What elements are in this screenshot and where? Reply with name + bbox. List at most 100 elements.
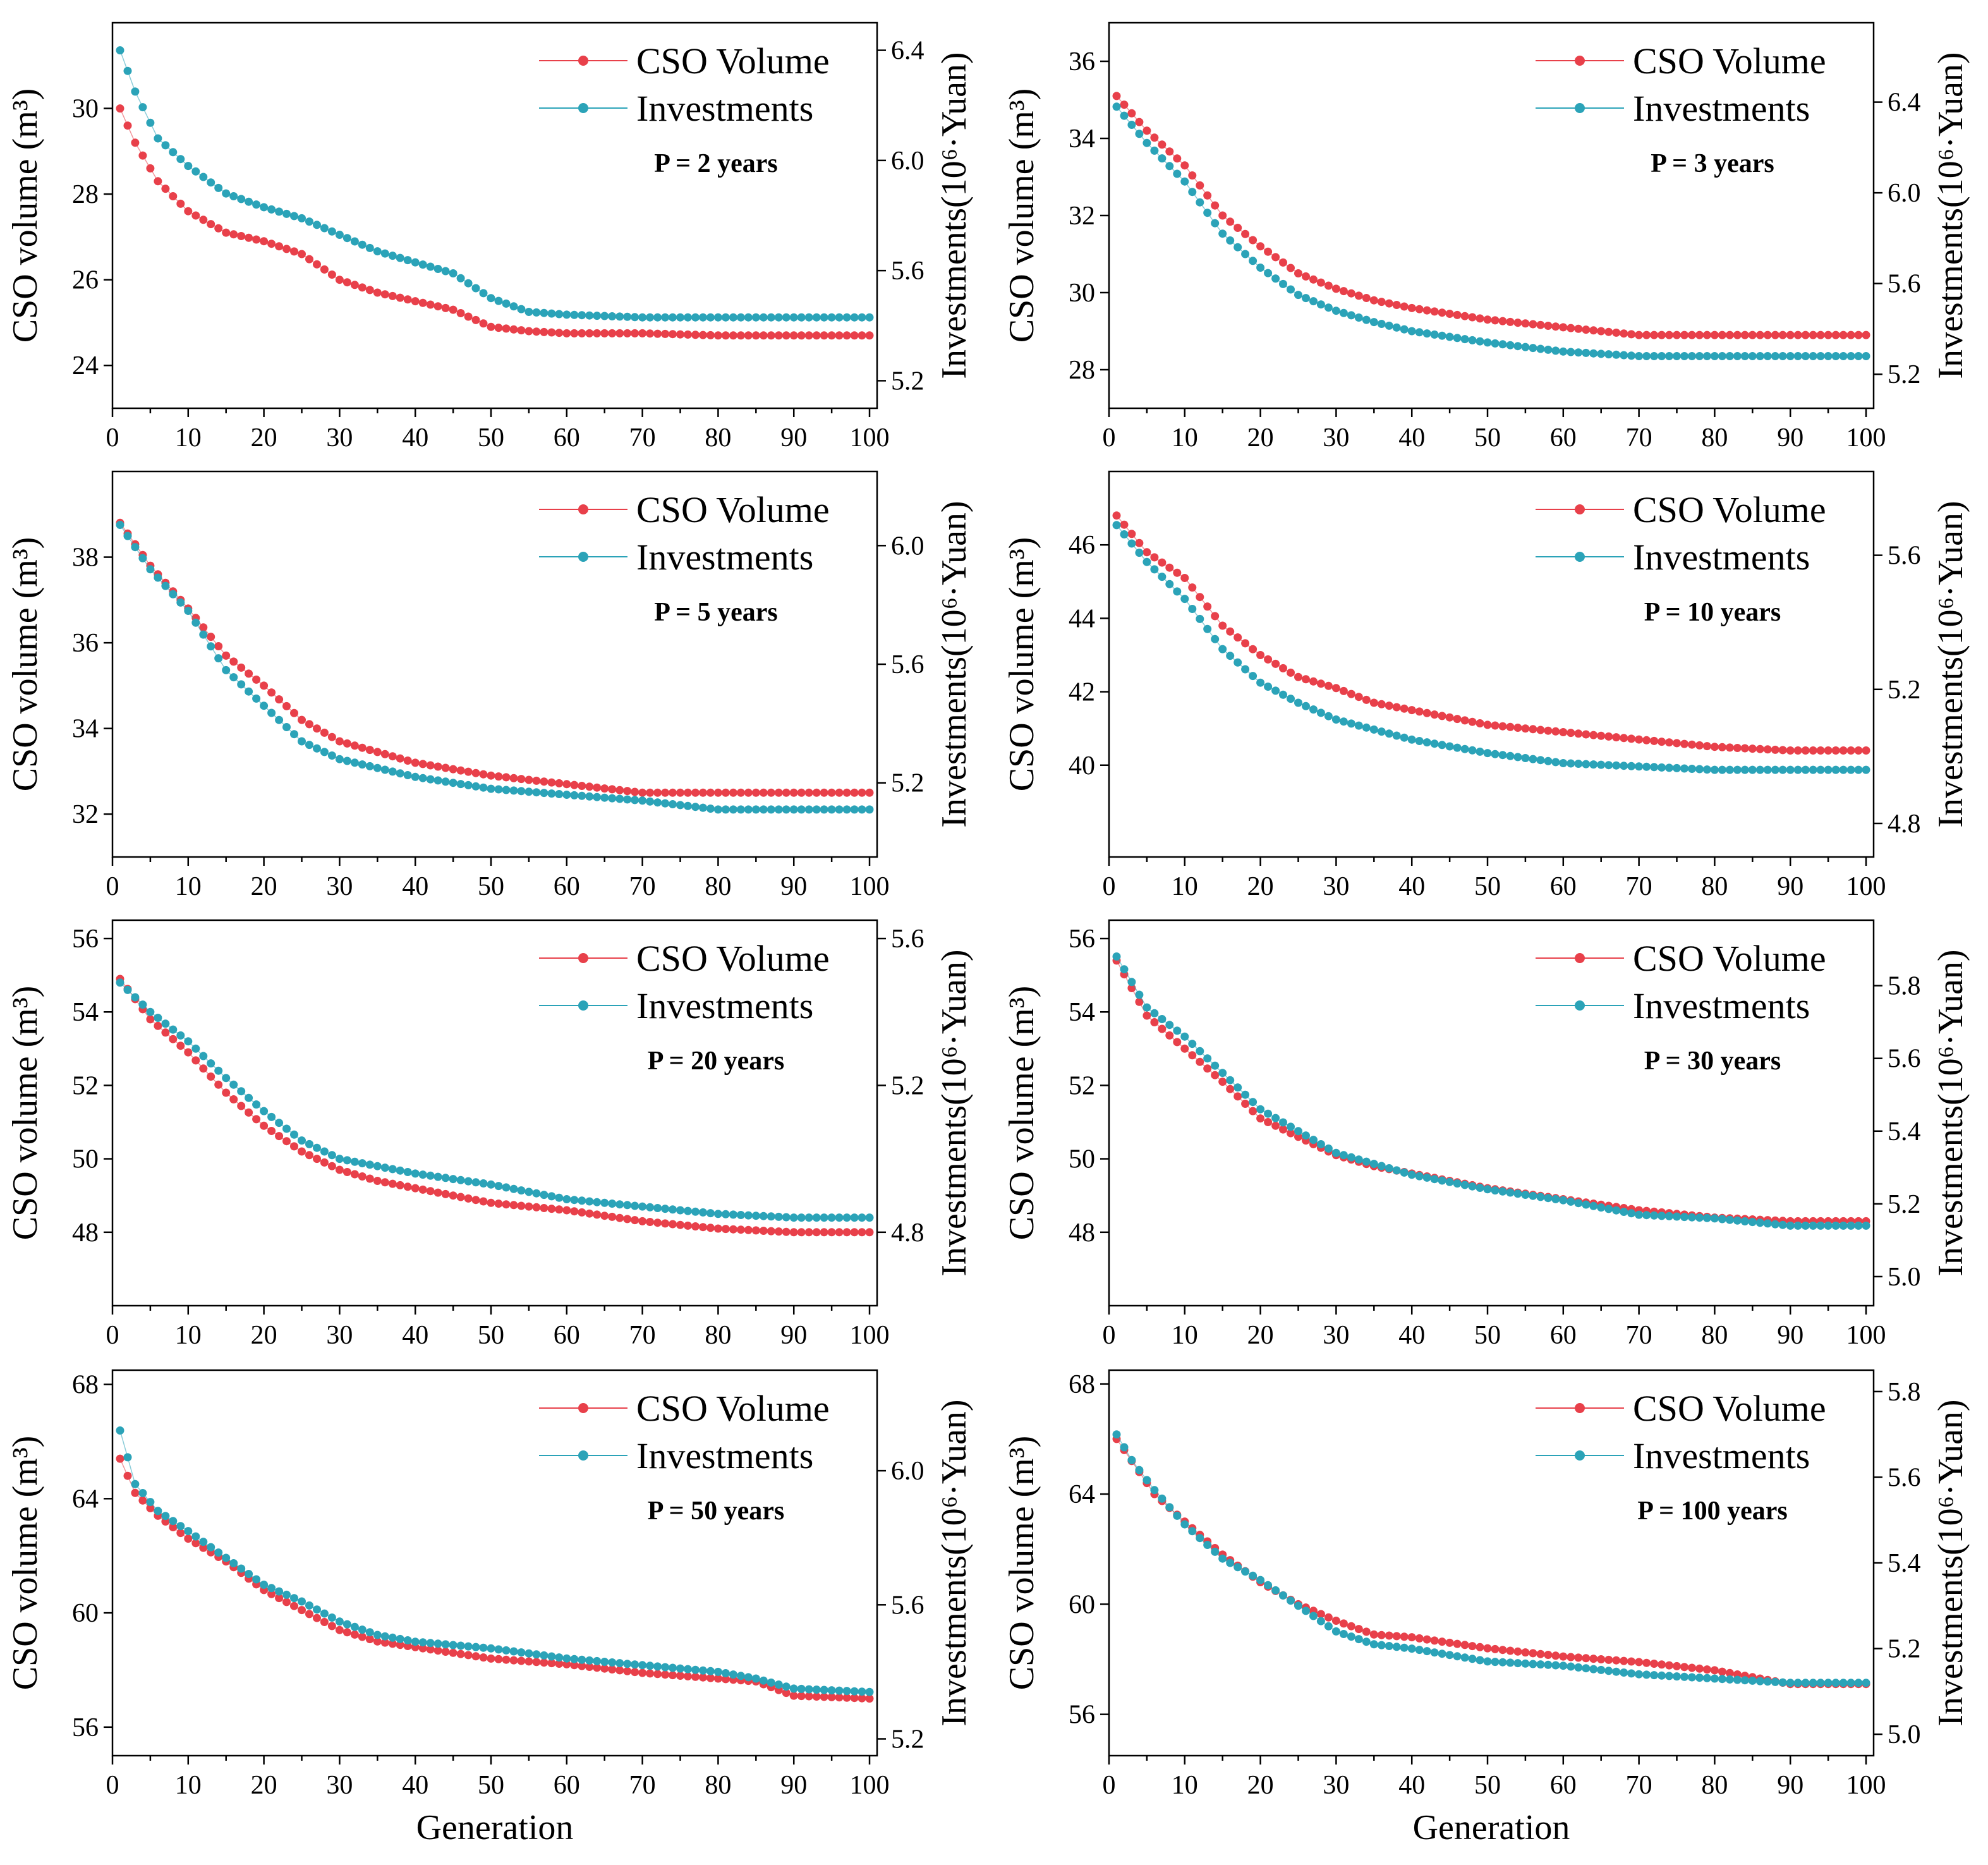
data-point [1422,306,1431,315]
data-point [350,758,359,767]
data-point [1400,1632,1409,1641]
data-point [1135,130,1144,138]
data-point [1468,1655,1477,1663]
data-point [1264,247,1273,256]
data-point [1287,1596,1295,1605]
data-point [1506,341,1515,349]
data-point [1665,352,1673,360]
chart-panel-7: 0 10 20 30 40 50 60 70 80 90 100566064685.25.66.0C… [6,1369,974,1847]
chart-panel-2: 0 10 20 30 40 50 60 70 80 90 10028303234365.25.66.… [1002,21,1970,453]
data-point [1604,327,1613,336]
data-point [1302,294,1310,303]
data-point [1702,1674,1711,1682]
data-point [327,1162,336,1170]
data-point [1309,705,1318,714]
data-point [1809,352,1817,360]
data-point [608,1658,617,1667]
data-point [1165,563,1174,572]
data-point [245,687,253,696]
data-point [1158,1024,1167,1033]
data-point [1279,1125,1287,1134]
legend-marker [1575,1450,1585,1461]
data-point [290,247,298,256]
data-point [782,313,791,322]
data-point [850,1687,859,1696]
data-point [1597,1203,1606,1212]
data-point [1233,1083,1242,1092]
data-point [1294,1133,1302,1141]
data-point [1233,1563,1242,1572]
data-point [1226,627,1235,636]
legend-label: Investments [636,88,813,129]
data-point [608,794,617,803]
data-point [820,313,828,322]
data-point [365,746,374,755]
data-point [199,1538,208,1546]
data-point [1180,1520,1189,1529]
data-point [850,313,859,322]
data-point [342,1168,351,1176]
data-point [1112,511,1121,520]
data-point [623,1667,632,1675]
data-point [1763,331,1772,339]
data-point [260,1107,269,1115]
legend-label: Investments [636,537,813,578]
data-point [1233,1092,1242,1101]
data-point [1763,352,1772,360]
data-point [1771,331,1779,339]
data-point [1551,346,1560,355]
data-point [1369,318,1378,327]
data-point [1476,314,1484,323]
data-point [1354,1635,1363,1644]
data-point [441,1189,450,1198]
data-point [1294,269,1302,277]
data-point [1347,311,1355,320]
data-point [1445,1177,1454,1186]
data-point [335,276,344,284]
data-point [237,232,246,240]
data-point [199,1064,208,1073]
data-point [479,1653,488,1662]
data-point [782,1213,791,1222]
data-point [691,1207,700,1216]
data-point [1650,331,1659,339]
data-point [1196,1047,1204,1055]
data-point [252,1575,261,1584]
data-point [540,1651,549,1660]
legend-cso: CSO Volume [539,489,830,530]
data-point [1400,1643,1409,1652]
y2-tick-label: 4.8 [891,1218,924,1248]
data-point [1521,754,1530,762]
data-point [858,1228,866,1237]
data-point [767,331,775,340]
data-point [1150,1486,1159,1495]
data-point [1302,272,1310,281]
data-point [1476,1184,1484,1192]
data-point [146,164,155,173]
data-point [1249,672,1258,681]
data-point [335,755,344,763]
data-point [1582,730,1591,739]
data-point [661,313,670,322]
data-point [411,1184,420,1193]
data-point [1816,352,1825,360]
data-point [1824,765,1833,774]
data-point [1559,1652,1568,1661]
data-point [275,1119,284,1127]
data-point [1362,315,1371,324]
x-tick-label: 10 [1172,423,1198,453]
data-point [669,330,677,339]
data-point [403,295,412,304]
data-point [1862,1679,1870,1687]
data-point [327,1151,336,1160]
data-point [782,331,791,340]
data-point [570,1207,579,1216]
data-point [661,1663,670,1672]
data-point [509,302,518,311]
data-point [487,784,495,793]
data-point [1642,1670,1651,1679]
data-point [608,329,617,337]
data-point [1468,1642,1477,1651]
x-tick-label: 60 [1550,423,1577,453]
data-point [1150,133,1159,142]
